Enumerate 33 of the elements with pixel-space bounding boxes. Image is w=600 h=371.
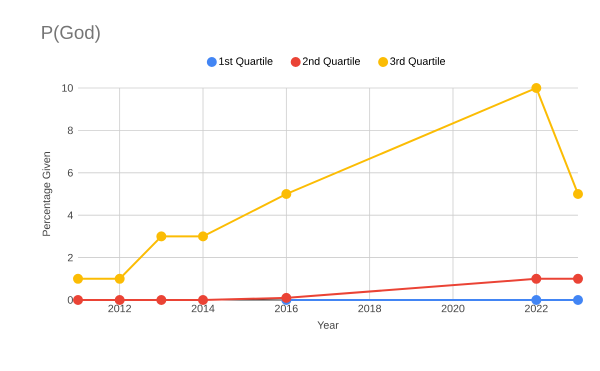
y-tick-label: 8: [68, 126, 73, 134]
legend-label: 3rd Quartile: [390, 57, 446, 67]
point: [572, 188, 583, 199]
point: [572, 294, 583, 305]
x-tick-label: 2014: [192, 304, 215, 312]
x-tick-label: 2018: [358, 304, 382, 312]
point: [531, 294, 542, 305]
point: [281, 188, 292, 199]
y-tick-label: 6: [68, 169, 73, 177]
y-tick-label: 0: [68, 296, 73, 304]
x-tick-label: 2012: [108, 304, 131, 312]
point: [531, 274, 542, 284]
y-axis-title: Percentage Given: [42, 152, 52, 236]
point: [114, 274, 125, 284]
legend-label: 1st Quartile: [219, 57, 273, 67]
point: [531, 82, 542, 93]
y-tick-label: 10: [62, 84, 73, 92]
y-tick-label: 4: [68, 212, 73, 219]
x-axis-title: Year: [317, 321, 339, 329]
point: [156, 294, 166, 305]
x-tick-label: 2016: [275, 304, 298, 312]
point: [198, 294, 208, 305]
x-tick-label: 2022: [525, 304, 548, 312]
chart-title: P(God): [42, 25, 100, 43]
y-tick-label: 2: [68, 254, 73, 262]
point: [572, 274, 583, 284]
legend-label: 2nd Quartile: [302, 57, 360, 67]
point: [198, 231, 208, 242]
point: [156, 231, 166, 242]
point: [73, 274, 84, 284]
point: [114, 294, 125, 305]
point: [73, 294, 84, 305]
x-tick-label: 2020: [442, 304, 464, 312]
